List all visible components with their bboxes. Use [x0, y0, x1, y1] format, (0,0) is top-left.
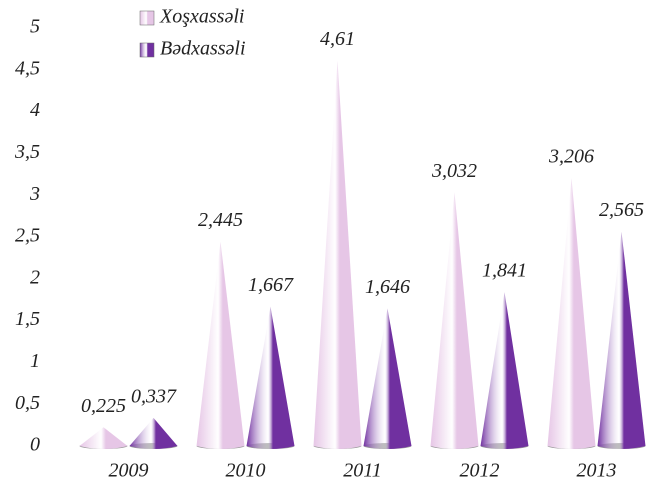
y-tick-label: 2: [30, 266, 40, 288]
y-tick-label: 1,5: [15, 308, 40, 330]
y-tick-label: 4: [30, 99, 40, 121]
cone: [129, 417, 178, 449]
cone: [597, 231, 646, 449]
cone: [430, 192, 479, 450]
x-tick-label: 2013: [577, 460, 617, 482]
x-tick-label: 2009: [109, 460, 149, 482]
cone: [313, 60, 362, 449]
x-tick-label: 2010: [226, 460, 266, 482]
y-tick-label: 2,5: [15, 225, 40, 247]
value-label: 0,225: [81, 395, 126, 417]
cone: [246, 306, 295, 449]
value-label: 2,565: [599, 199, 644, 221]
cone: [547, 177, 596, 449]
y-tick-label: 5: [30, 16, 40, 38]
value-label: 1,667: [248, 274, 294, 296]
value-label: 2,445: [198, 209, 243, 231]
y-tick-label: 3: [29, 183, 40, 205]
y-tick-label: 1: [30, 350, 40, 372]
value-label: 3,206: [548, 146, 594, 168]
legend-swatch: [139, 42, 155, 58]
legend-label: Xoşxassəli: [159, 6, 244, 28]
value-label: 0,337: [131, 385, 177, 407]
y-tick-label: 4,5: [15, 57, 40, 79]
y-tick-label: 0: [30, 434, 40, 456]
legend-swatch: [139, 10, 155, 26]
value-label: 1,646: [365, 276, 410, 298]
value-label: 3,032: [431, 160, 477, 182]
cone: [79, 427, 128, 449]
y-tick-label: 0,5: [15, 392, 40, 414]
x-tick-label: 2011: [343, 460, 382, 482]
legend-label: Bədxassəli: [160, 38, 246, 60]
cone: [196, 241, 245, 449]
value-label: 4,61: [320, 28, 355, 50]
y-tick-label: 3,5: [14, 141, 40, 163]
x-tick-label: 2012: [460, 460, 500, 482]
cone: [480, 292, 529, 449]
value-label: 1,841: [482, 260, 527, 282]
cone: [363, 308, 412, 449]
